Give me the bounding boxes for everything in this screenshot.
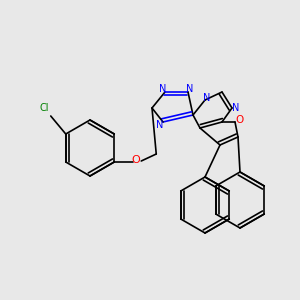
Text: Cl: Cl [39,103,49,113]
Text: N: N [186,84,194,94]
Text: N: N [156,120,164,130]
Text: O: O [235,115,243,125]
Text: N: N [159,84,167,94]
Text: N: N [203,93,211,103]
Text: N: N [232,103,240,113]
Text: O: O [132,155,141,165]
